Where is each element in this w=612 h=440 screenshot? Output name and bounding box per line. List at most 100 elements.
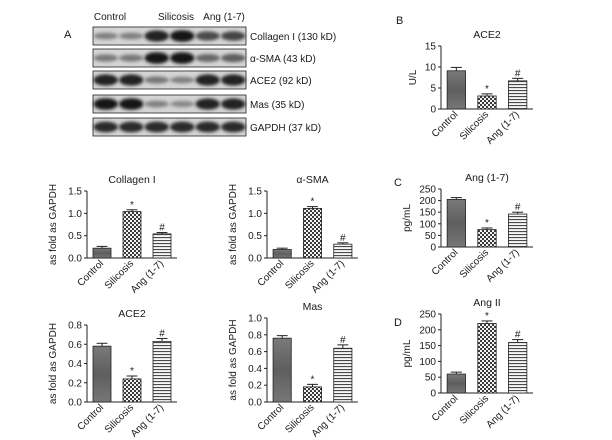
blot-band bbox=[119, 32, 144, 40]
blot-band bbox=[195, 74, 220, 86]
bar bbox=[92, 345, 112, 403]
blot-band bbox=[144, 121, 169, 133]
bar-charts: Collagen I 0.0 0.5 1.0 1.5 as fold as GAPDH Co… bbox=[48, 29, 533, 440]
panel-letter-b: B bbox=[396, 15, 403, 27]
y-tick-label: 200 bbox=[419, 196, 436, 207]
x-tick-label: Ang (1-7) bbox=[129, 402, 166, 439]
y-tick-label: 50 bbox=[425, 373, 437, 384]
blot-band bbox=[144, 30, 169, 42]
significance-mark: # bbox=[515, 330, 521, 341]
y-tick-label: 200 bbox=[419, 325, 436, 336]
blot-band bbox=[221, 98, 246, 110]
y-tick-label: 0.4 bbox=[68, 359, 82, 370]
blot-row-label: ACE2 (92 kD) bbox=[250, 76, 312, 87]
blot-band bbox=[170, 52, 195, 64]
bar bbox=[272, 249, 292, 259]
bar bbox=[477, 323, 497, 394]
chart-title: ACE2 bbox=[473, 29, 501, 41]
blot-band bbox=[170, 76, 195, 84]
bar bbox=[477, 229, 497, 248]
y-axis-label: as fold as GAPDH bbox=[48, 184, 59, 265]
blot-band bbox=[144, 100, 169, 108]
y-tick-label: 0.6 bbox=[68, 340, 82, 351]
chart-title: Collagen I bbox=[108, 174, 155, 186]
chart-collagen: Collagen I0.00.51.01.5as fold as GAPDHCo… bbox=[48, 174, 177, 296]
bar bbox=[152, 340, 172, 403]
bar bbox=[508, 342, 528, 394]
significance-mark: # bbox=[159, 223, 165, 234]
x-tick-label: Ang (1-7) bbox=[485, 247, 522, 284]
significance-mark: # bbox=[515, 68, 521, 79]
significance-mark: * bbox=[130, 366, 134, 377]
y-axis-label: as fold as GAPDH bbox=[228, 319, 239, 400]
blot-band bbox=[93, 98, 118, 110]
y-tick-label: 150 bbox=[419, 208, 436, 219]
bar bbox=[302, 208, 322, 259]
y-tick-label: 15 bbox=[425, 42, 437, 53]
y-tick-label: 1.5 bbox=[248, 187, 262, 198]
y-tick-label: 0.5 bbox=[68, 231, 82, 242]
bar bbox=[122, 211, 142, 259]
chart-ang2: Ang II050100150200250pg/mLControl*Silico… bbox=[402, 297, 533, 431]
bar bbox=[446, 70, 466, 110]
blot-band bbox=[144, 76, 169, 84]
y-tick-label: 150 bbox=[419, 341, 436, 352]
x-tick-label: Ang (1-7) bbox=[129, 258, 166, 295]
panel-letter-d: D bbox=[394, 317, 402, 329]
y-tick-label: 0.0 bbox=[68, 254, 82, 265]
chart-title: ACE2 bbox=[118, 308, 146, 320]
blot-band bbox=[119, 98, 144, 110]
blot-row-label: GAPDH (37 kD) bbox=[250, 123, 321, 134]
y-tick-label: 50 bbox=[425, 231, 437, 242]
chart-title: Ang II bbox=[473, 297, 500, 309]
blot-column-label: Ang (1-7) bbox=[203, 12, 245, 23]
blot-column-label: Control bbox=[94, 12, 126, 23]
y-tick-label: 0 bbox=[430, 243, 436, 254]
y-tick-label: 10 bbox=[425, 63, 437, 74]
x-tick-label: Ang (1-7) bbox=[310, 402, 347, 439]
significance-mark: # bbox=[159, 328, 165, 339]
chart-ang17: Ang (1-7)050100150200250pg/mLControl*Sil… bbox=[402, 172, 533, 285]
y-tick-label: 0.2 bbox=[248, 381, 262, 392]
blot-band bbox=[170, 121, 195, 133]
significance-mark: * bbox=[311, 197, 315, 208]
panel-letter-a: A bbox=[64, 29, 72, 41]
y-tick-label: 0.8 bbox=[68, 321, 82, 332]
blot-band bbox=[93, 54, 118, 62]
blot-band bbox=[93, 121, 118, 133]
significance-mark: * bbox=[130, 200, 134, 211]
significance-mark: * bbox=[485, 84, 489, 95]
blot-band bbox=[195, 98, 220, 110]
blot-band bbox=[195, 31, 220, 41]
significance-mark: # bbox=[340, 233, 346, 244]
y-axis-label: as fold as GAPDH bbox=[48, 323, 59, 404]
blot-row-label: α-SMA (43 kD) bbox=[250, 54, 316, 65]
blot-band bbox=[221, 121, 246, 133]
y-axis-label: pg/mL bbox=[402, 339, 413, 367]
y-tick-label: 0 bbox=[430, 389, 436, 400]
chart-title: α-SMA bbox=[296, 174, 328, 186]
y-tick-label: 0.5 bbox=[248, 231, 262, 242]
y-tick-label: 0.0 bbox=[248, 254, 262, 265]
blot-row-label: Collagen I (130 kD) bbox=[250, 32, 336, 43]
y-tick-label: 100 bbox=[419, 357, 436, 368]
bar bbox=[122, 378, 142, 403]
x-tick-label: Ang (1-7) bbox=[310, 258, 347, 295]
bar bbox=[477, 95, 497, 110]
y-tick-label: 1.5 bbox=[68, 187, 82, 198]
y-tick-label: 0.6 bbox=[248, 347, 262, 358]
y-tick-label: 5 bbox=[430, 84, 436, 95]
y-tick-label: 1.0 bbox=[248, 314, 262, 325]
blot-band bbox=[144, 52, 169, 64]
y-tick-label: 0.0 bbox=[248, 398, 262, 409]
y-tick-label: 0 bbox=[430, 105, 436, 116]
blot-band bbox=[170, 100, 195, 108]
blot-band bbox=[119, 121, 144, 133]
y-tick-label: 1.0 bbox=[248, 209, 262, 220]
blot-strip bbox=[92, 48, 247, 68]
